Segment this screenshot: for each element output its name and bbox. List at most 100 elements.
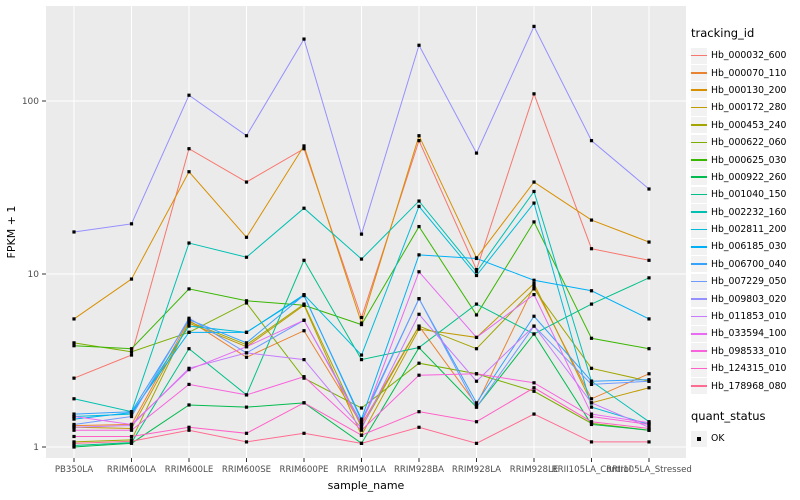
- data-point: [244, 345, 249, 349]
- data-point: [589, 382, 594, 387]
- data-point: [359, 322, 364, 327]
- data-point: [474, 151, 479, 155]
- x-tick-label: RRIM901LA: [337, 465, 386, 475]
- data-point: [129, 350, 134, 354]
- data-point: [647, 258, 651, 262]
- data-point: [72, 443, 76, 448]
- legend-item-label: Hb_002811_200: [711, 224, 787, 236]
- data-point: [474, 302, 479, 306]
- series-color-line-icon: [691, 124, 707, 126]
- series-color-line-icon: [691, 332, 707, 335]
- data-point: [647, 187, 651, 191]
- data-point: [532, 389, 536, 393]
- data-point: [129, 222, 134, 226]
- data-point: [474, 403, 479, 407]
- data-point: [417, 410, 421, 414]
- data-point: [72, 417, 76, 421]
- data-point: [647, 372, 651, 376]
- data-point: [417, 204, 421, 208]
- legend-item-Hb_011853_010: Hb_011853_010: [691, 308, 799, 325]
- data-point: [359, 232, 364, 236]
- legend-key-swatch: [691, 238, 707, 255]
- data-point: [129, 434, 134, 439]
- data-point: [72, 230, 76, 234]
- series-color-line-icon: [691, 315, 707, 318]
- legend-key-swatch: [691, 134, 707, 151]
- legend-item-Hb_000625_030: Hb_000625_030: [691, 151, 799, 169]
- legend-title-quant-status: quant_status: [691, 408, 766, 423]
- data-point: [72, 425, 76, 429]
- data-point: [532, 189, 536, 194]
- series-color-line-icon: [691, 385, 707, 387]
- legend-key-swatch: [691, 186, 707, 203]
- legend-item-label: Hb_000130_200: [711, 84, 787, 96]
- data-point: [244, 330, 249, 334]
- data-point: [532, 220, 536, 224]
- data-point: [359, 353, 364, 357]
- data-point: [129, 426, 134, 431]
- data-point: [417, 199, 421, 203]
- data-point: [532, 324, 536, 328]
- data-point: [129, 347, 134, 351]
- x-tick-label: RRIM928LE: [510, 465, 559, 475]
- legend-key-swatch: [691, 325, 707, 342]
- legend-item-Hb_000172_280: Hb_000172_280: [691, 99, 799, 116]
- data-point: [417, 43, 421, 47]
- legend-item-Hb_098533_010: Hb_098533_010: [691, 343, 799, 360]
- series-color-line-icon: [691, 141, 707, 144]
- data-point: [589, 401, 594, 405]
- data-point: [129, 422, 134, 427]
- data-point: [474, 256, 479, 261]
- data-point: [417, 425, 421, 429]
- x-axis-title: sample_name: [328, 479, 405, 492]
- series-color-line-icon: [691, 54, 707, 57]
- data-point: [187, 330, 191, 334]
- data-point: [187, 316, 191, 320]
- data-point: [244, 343, 249, 347]
- data-point: [72, 428, 76, 432]
- data-point: [647, 428, 651, 432]
- legend-item-label: Hb_011853_010: [711, 311, 787, 323]
- legend-key-swatch: [691, 360, 707, 377]
- legend-item-Hb_006185_030: Hb_006185_030: [691, 238, 799, 255]
- legend-item-label: Hb_001040_150: [711, 189, 787, 201]
- series-color-line-icon: [691, 245, 707, 248]
- legend-key-swatch: [691, 169, 707, 186]
- data-point: [359, 358, 364, 362]
- data-point: [417, 297, 421, 301]
- data-point: [589, 412, 594, 416]
- legend-key-swatch: [691, 256, 707, 273]
- legend-key-swatch: [691, 221, 707, 238]
- legend-key-swatch: [691, 117, 707, 134]
- legend-item-label: Hb_000070_110: [711, 67, 787, 79]
- data-point: [187, 287, 191, 291]
- legend-item-label: OK: [711, 433, 725, 444]
- data-point: [72, 414, 76, 419]
- data-point: [244, 351, 249, 355]
- y-tick-label: 10: [28, 270, 40, 280]
- y-tick-label: 1: [33, 443, 39, 453]
- data-point: [187, 324, 191, 328]
- data-point: [532, 332, 536, 336]
- data-point: [532, 314, 536, 318]
- data-point: [359, 421, 364, 425]
- legend-key-swatch: [691, 308, 707, 325]
- legend-key-swatch: [691, 99, 707, 116]
- data-point: [302, 206, 306, 210]
- data-point: [647, 386, 651, 390]
- data-point: [647, 426, 651, 431]
- data-point: [589, 422, 594, 427]
- data-point: [72, 317, 76, 321]
- legend-item-Hb_002811_200: Hb_002811_200: [691, 221, 799, 238]
- legend-item-label: Hb_006700_040: [711, 258, 787, 270]
- data-point: [302, 318, 306, 322]
- legend-item-label: Hb_000922_260: [711, 171, 787, 183]
- legend-item-label: Hb_000622_060: [711, 137, 787, 149]
- data-point: [302, 303, 306, 307]
- data-point: [244, 301, 249, 305]
- data-point: [244, 405, 249, 409]
- black-square-marker-icon: [697, 436, 701, 441]
- data-point: [532, 24, 536, 28]
- data-point: [589, 218, 594, 222]
